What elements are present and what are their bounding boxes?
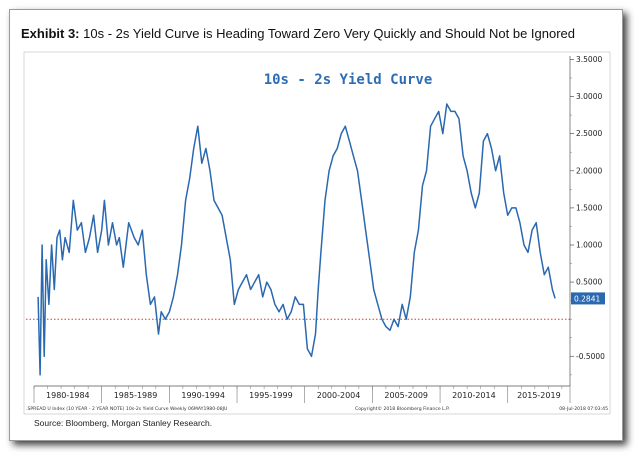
y-tick-label: -0.5000 — [576, 352, 605, 361]
exhibit-label: Exhibit 3: — [21, 26, 80, 41]
y-tick-label: 3.0000 — [576, 92, 602, 101]
chart-title: 10s - 2s Yield Curve — [264, 72, 433, 88]
last-value-box — [571, 292, 605, 305]
x-period-label: 2000-2004 — [317, 391, 361, 400]
x-period-label: 1985-1989 — [114, 391, 158, 400]
axes-layer: 3.5000 3.0000 2.5000 2.0000 1.5000 1.0000 0.50… — [33, 55, 605, 403]
x-period-label: 2010-2014 — [452, 391, 496, 400]
y-tick-label: 2.5000 — [576, 129, 602, 138]
y-tick-label: 3.5000 — [576, 55, 602, 64]
timestamp-label: 08-Jul-2018 07:03:45 — [559, 406, 608, 412]
x-period-label: 1990-1994 — [181, 391, 225, 400]
x-period-label: 1980-1984 — [46, 391, 90, 400]
exhibit-title: Exhibit 3: 10s - 2s Yield Curve is Headi… — [21, 26, 575, 41]
y-tick-label: 1.5000 — [576, 203, 602, 212]
series-layer — [37, 103, 556, 376]
source-note: Source: Bloomberg, Morgan Stanley Resear… — [34, 418, 213, 428]
x-period-label: 2005-2009 — [384, 391, 428, 400]
chart-area — [23, 51, 611, 415]
copyright-label: Copyright© 2018 Bloomberg Finance L.P. — [355, 405, 450, 412]
exhibit-title-text: 10s - 2s Yield Curve is Heading Toward Z… — [83, 26, 576, 41]
x-period-label: 2015-2019 — [517, 391, 561, 400]
y-tick-label: 0.5000 — [576, 278, 602, 287]
y-tick-label: 2.0000 — [576, 166, 602, 175]
last-value-label: 0.2841 — [574, 294, 600, 303]
series-line — [37, 103, 556, 376]
x-period-label: 1995-1999 — [249, 391, 293, 400]
index-label: .SPREAD U Index (10 YEAR - 2 YEAR NOTE) … — [26, 406, 227, 412]
y-tick-label: 1.0000 — [576, 240, 602, 249]
